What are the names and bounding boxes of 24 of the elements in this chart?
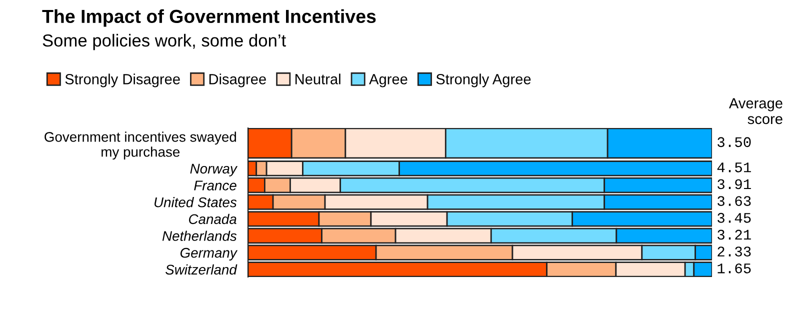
chart-title: The Impact of Government Incentives: [42, 9, 376, 27]
text: 2.33: [718, 246, 751, 256]
text: 4.51: [717, 162, 751, 172]
y-tick-label: United States: [154, 197, 237, 208]
y-tick-label: Government incentives swayed my purchase: [44, 132, 236, 160]
text: 3.50: [718, 137, 751, 148]
legend-label: Disagree: [209, 74, 266, 88]
chart-subtitle: Some policies work, some don’t: [42, 34, 286, 50]
y-tick-label: Canada: [189, 214, 236, 224]
text: Average score: [728, 98, 782, 124]
legend-label: Neutral: [296, 74, 340, 84]
y-tick-label: Netherlands: [162, 230, 237, 241]
text: 3.63: [718, 196, 751, 206]
text: 3.91: [718, 179, 751, 190]
text: 3.21: [718, 230, 751, 240]
text: 1.65: [718, 263, 751, 274]
legend-label: Agree: [369, 74, 408, 88]
y-tick-label: Switzerland: [165, 264, 238, 275]
text: 3.45: [718, 212, 751, 223]
y-tick-label: France: [194, 180, 236, 190]
legend-label: Strongly Agree: [436, 74, 531, 88]
legend-label: Strongly Disagree: [65, 74, 180, 88]
y-tick-label: Norway: [190, 164, 238, 176]
y-tick-label: Germany: [180, 248, 238, 260]
